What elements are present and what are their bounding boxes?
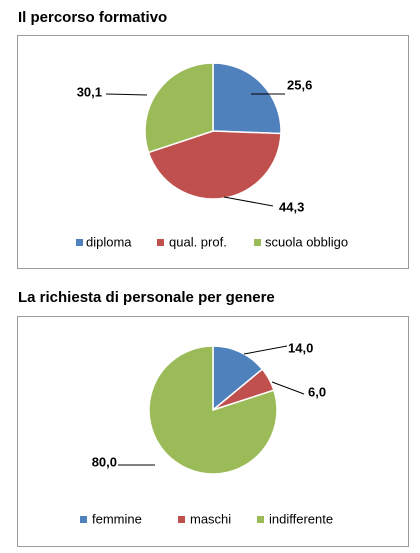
chart-1-legend-label-3: scuola obbligo — [265, 234, 348, 249]
chart-2-leader-line-1 — [243, 345, 288, 355]
chart-1-legend-label-1: diploma — [86, 234, 132, 249]
chart-1-data-label-1: 25,6 — [287, 77, 312, 92]
chart-2-slice-indifferente — [148, 345, 278, 475]
chart-1-slice-diploma — [212, 62, 282, 135]
chart-1-data-label-2: 44,3 — [279, 199, 304, 214]
chart-1-legend-swatch-3 — [254, 239, 261, 246]
chart-2-legend-swatch-3 — [257, 516, 264, 523]
chart-1-slice-scuola-obbligo — [144, 62, 214, 154]
chart-1-legend-swatch-2 — [157, 239, 164, 246]
chart-1-slice-qual-prof- — [147, 130, 282, 200]
chart-2-data-label-3: 80,0 — [92, 454, 117, 469]
chart-2-legend-label-2: maschi — [190, 511, 231, 526]
chart-1-leader-line-3 — [105, 93, 148, 96]
chart-1-data-label-3: 30,1 — [77, 84, 102, 99]
chart-2-data-label-1: 14,0 — [288, 340, 313, 355]
chart-1-leader-line-2 — [223, 196, 274, 207]
chart-2-leader-line-2 — [271, 381, 305, 395]
chart-2-legend-label-1: femmine — [92, 511, 142, 526]
chart-1-legend-swatch-1 — [76, 239, 83, 246]
chart-2-legend-swatch-1 — [80, 516, 87, 523]
chart-2-data-label-2: 6,0 — [308, 384, 326, 399]
chart-2-title: La richiesta di personale per genere — [18, 289, 275, 306]
chart-1-legend-label-2: qual. prof. — [169, 234, 227, 249]
chart-1-title: Il percorso formativo — [18, 9, 168, 26]
chart-2-legend-label-3: indifferente — [269, 511, 333, 526]
chart-2-slice-femmine — [212, 345, 264, 412]
chart-2-legend-swatch-2 — [178, 516, 185, 523]
